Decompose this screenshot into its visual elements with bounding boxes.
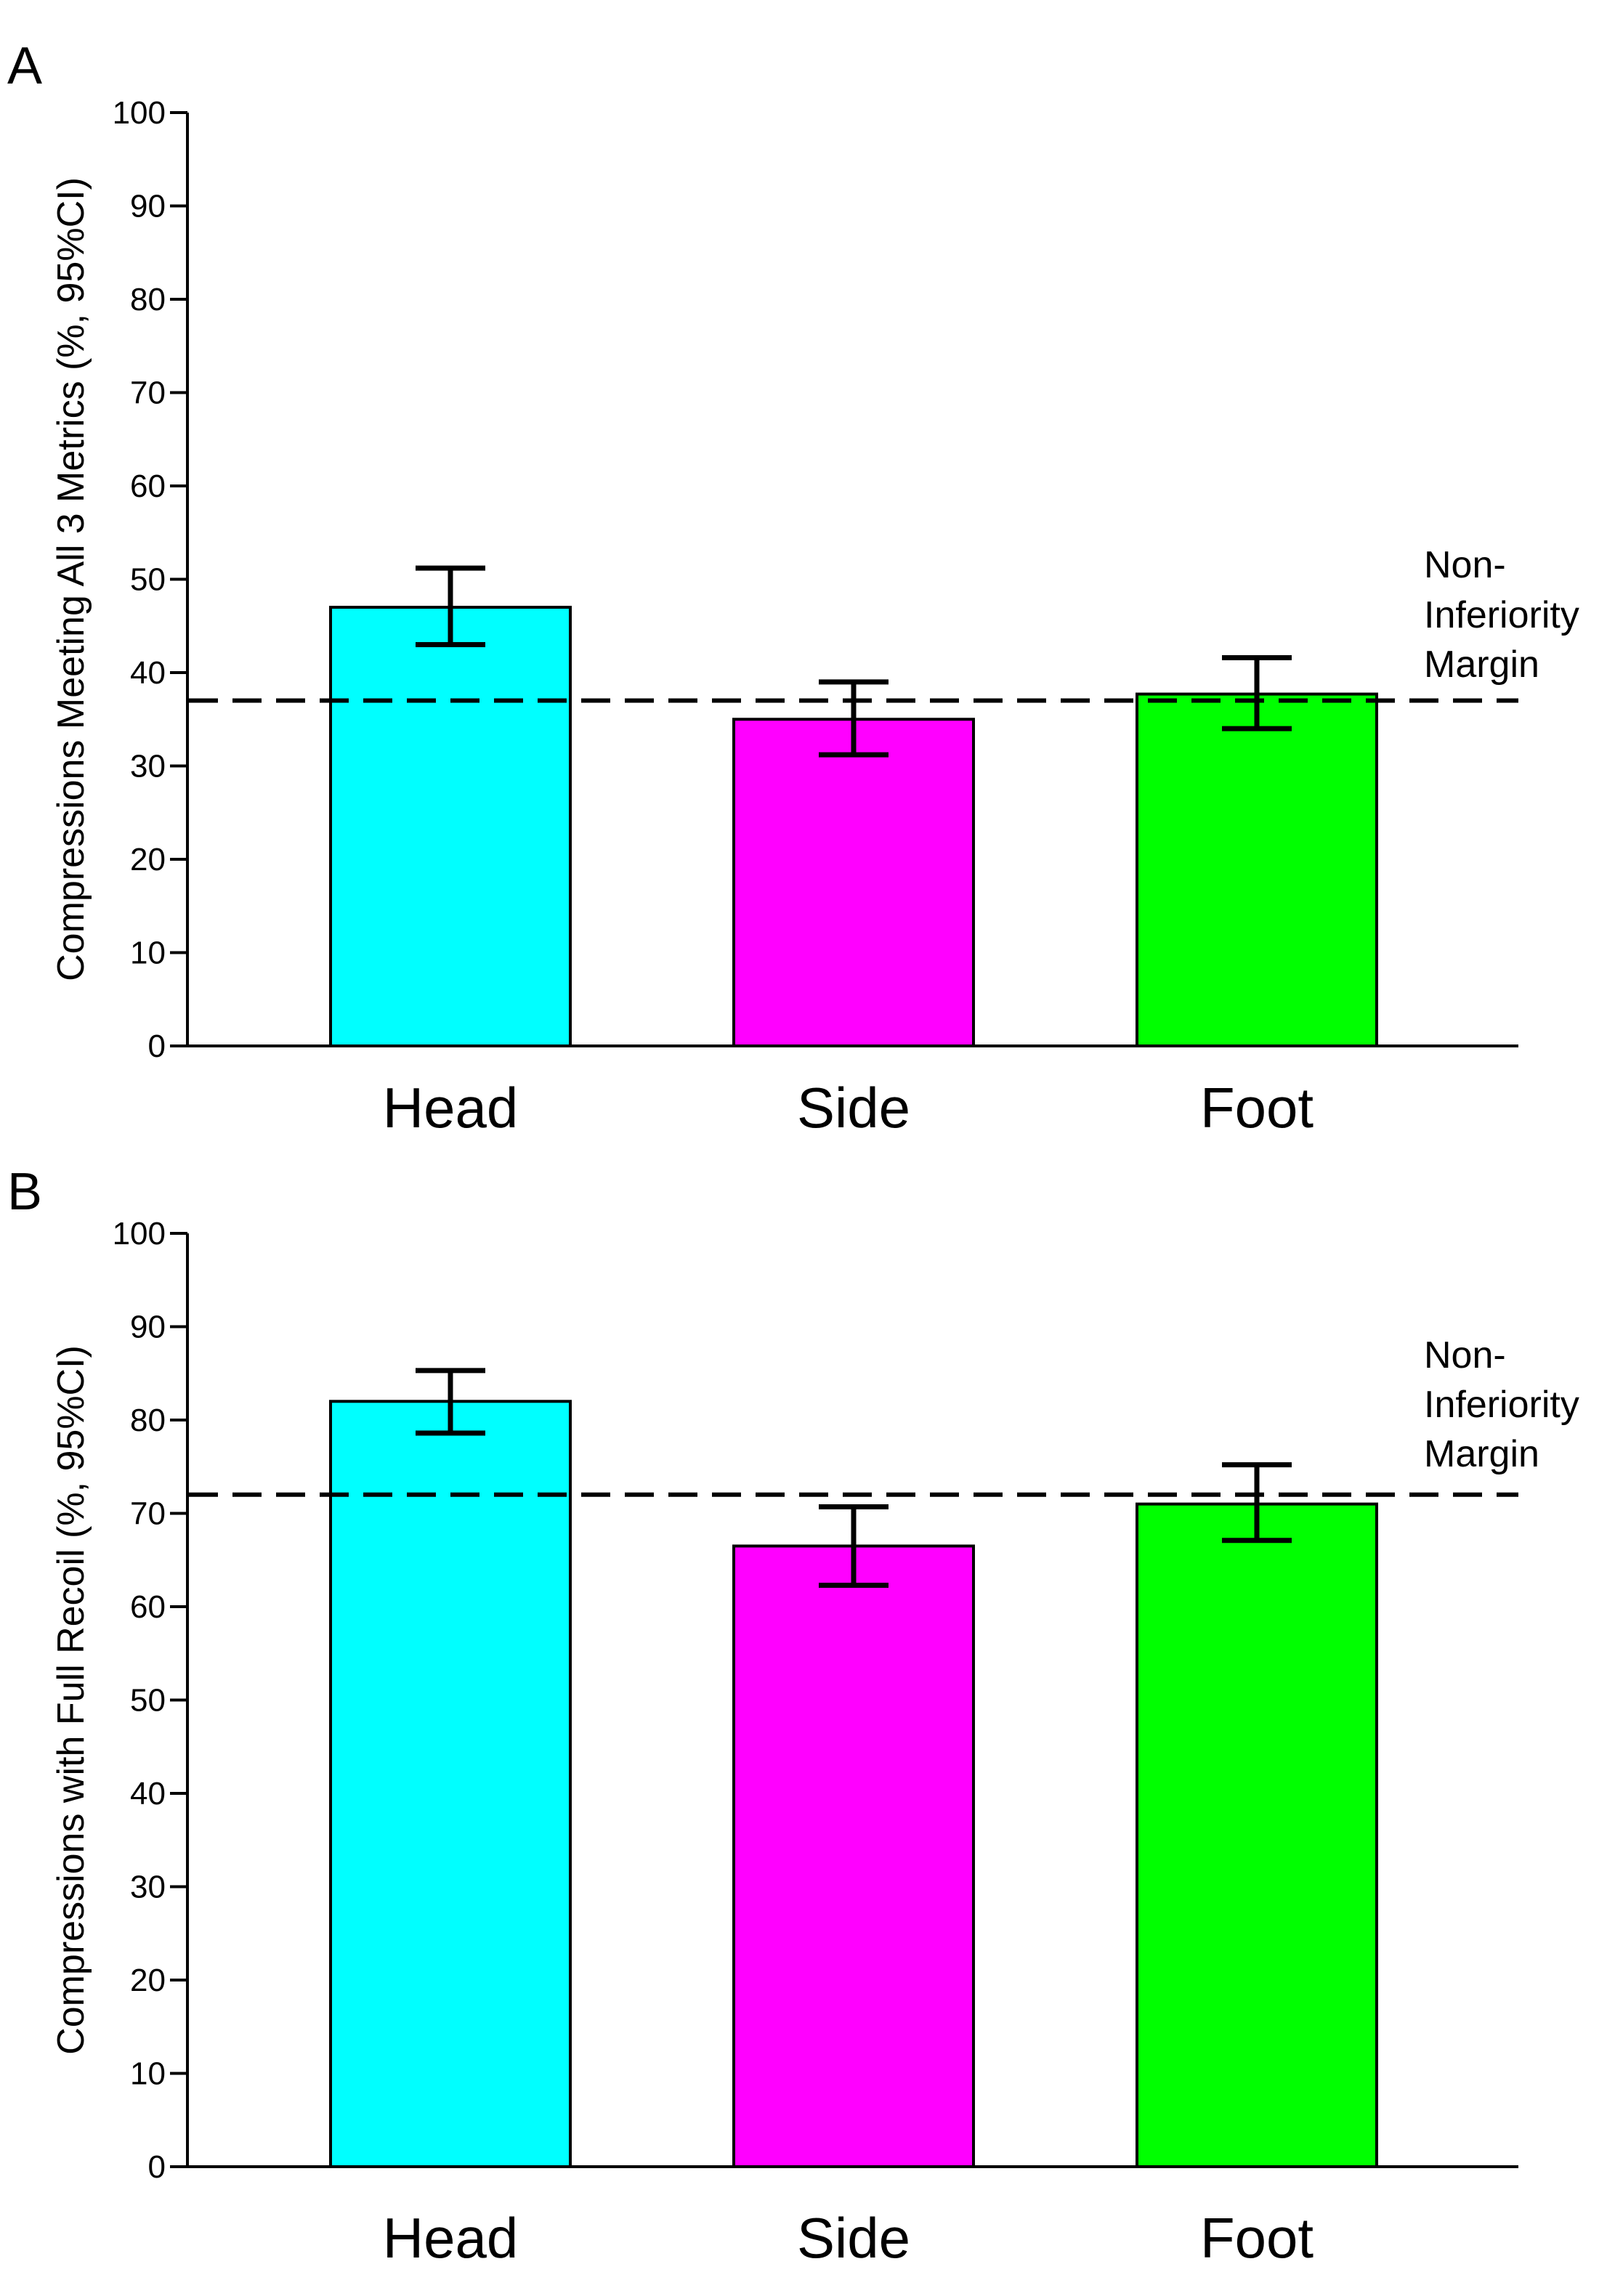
non-inferiority-label: Margin (1424, 644, 1539, 686)
y-tick-label: 20 (130, 1963, 166, 1998)
category-label-head: Head (383, 2206, 518, 2270)
category-label-foot: Foot (1200, 1076, 1314, 1140)
non-inferiority-label: Inferiority (1424, 594, 1579, 636)
y-tick-label: 70 (130, 376, 166, 411)
non-inferiority-label: Inferiority (1424, 1384, 1579, 1426)
y-tick-label: 0 (148, 2149, 166, 2185)
y-tick-label: 40 (130, 655, 166, 691)
category-label-side: Side (797, 2206, 910, 2270)
y-tick-label: 30 (130, 749, 166, 784)
non-inferiority-label: Margin (1424, 1433, 1539, 1475)
panel-letter-b: B (7, 1163, 42, 1221)
panel-letter-a: A (7, 37, 42, 95)
y-tick-label: 60 (130, 1589, 166, 1625)
y-tick-label: 90 (130, 1310, 166, 1345)
y-tick-label: 70 (130, 1496, 166, 1532)
y-tick-label: 60 (130, 468, 166, 504)
non-inferiority-label: Non- (1424, 544, 1506, 586)
non-inferiority-label: Non- (1424, 1334, 1506, 1376)
y-axis-title: Compressions Meeting All 3 Metrics (%, 9… (50, 177, 92, 981)
y-tick-label: 20 (130, 842, 166, 877)
y-tick-label: 90 (130, 189, 166, 224)
y-tick-label: 10 (130, 2056, 166, 2092)
y-tick-label: 100 (113, 95, 166, 131)
y-axis-title: Compressions with Full Recoil (%, 95%CI) (50, 1345, 92, 2055)
category-label-side: Side (797, 1076, 910, 1140)
bar-foot (1136, 692, 1378, 1047)
category-label-head: Head (383, 1076, 518, 1140)
y-tick-label: 80 (130, 1403, 166, 1438)
bar-foot (1136, 1502, 1378, 2168)
y-tick-label: 80 (130, 282, 166, 317)
bar-side (732, 718, 975, 1047)
y-tick-label: 10 (130, 936, 166, 971)
panel-a: A 0 10 20 30 40 50 60 70 80 90 100 Compressions Mee… (7, 37, 1579, 1140)
y-tick-label: 30 (130, 1870, 166, 1905)
y-tick-label: 100 (113, 1216, 166, 1252)
bar-head (329, 1400, 572, 2168)
bar-side (732, 1544, 975, 2169)
y-tick-label: 50 (130, 562, 166, 598)
category-label-foot: Foot (1200, 2206, 1314, 2270)
bar-head (329, 606, 572, 1047)
panel-b: B 0 10 20 30 40 50 60 70 80 90 100 Compressions wit… (7, 1163, 1579, 2270)
y-tick-label: 40 (130, 1776, 166, 1812)
y-tick-label: 50 (130, 1683, 166, 1719)
y-tick-label: 0 (148, 1029, 166, 1064)
